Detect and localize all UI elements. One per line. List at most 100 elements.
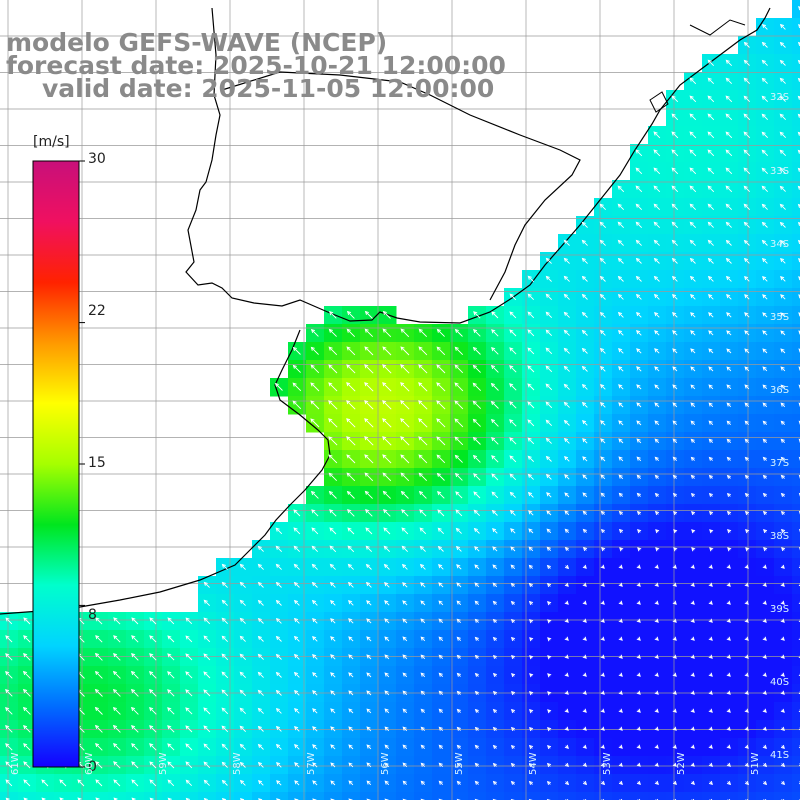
wind-arrow	[420, 600, 426, 606]
wind-cell	[666, 792, 685, 800]
wind-arrow	[582, 762, 587, 767]
wind-arrow	[490, 418, 499, 427]
wind-arrow	[743, 131, 751, 139]
wind-arrow	[366, 708, 372, 714]
wind-cell	[792, 666, 800, 685]
wind-arrow	[780, 528, 786, 534]
wind-arrow	[672, 366, 678, 372]
wind-arrow	[437, 491, 445, 499]
wind-arrow	[707, 203, 715, 211]
wind-arrow	[473, 473, 481, 481]
wind-arrow	[762, 636, 767, 641]
wind-arrow	[456, 726, 461, 731]
wind-arrow	[402, 708, 408, 714]
wind-arrow	[436, 436, 446, 446]
wind-arrow	[312, 762, 318, 768]
wind-arrow	[636, 474, 642, 480]
wind-arrow	[348, 708, 354, 714]
wind-arrow	[707, 113, 715, 121]
wind-arrow	[671, 149, 679, 157]
wind-cell	[792, 522, 800, 541]
wind-arrow	[797, 95, 800, 100]
wind-arrow	[708, 636, 713, 641]
wind-arrow	[745, 547, 750, 552]
wind-arrow	[275, 725, 282, 732]
wind-arrow	[780, 312, 786, 318]
wind-arrow	[563, 293, 570, 300]
colorbar-tick-marks	[79, 160, 85, 768]
wind-arrow	[582, 564, 587, 569]
wind-arrow	[636, 510, 642, 516]
wind-arrow	[310, 382, 320, 392]
wind-arrow	[689, 113, 697, 121]
wind-arrow	[131, 653, 139, 661]
wind-arrow	[257, 743, 264, 750]
wind-arrow	[743, 221, 750, 228]
wind-arrow	[23, 653, 31, 661]
wind-arrow	[473, 509, 481, 517]
wind-arrow	[528, 528, 534, 534]
wind-arrow	[690, 780, 695, 785]
wind-arrow	[454, 346, 464, 356]
wind-arrow	[672, 384, 678, 390]
wind-arrow	[762, 492, 768, 498]
wind-arrow	[347, 527, 355, 535]
wind-arrow	[384, 582, 390, 588]
wind-arrow	[599, 311, 606, 318]
wind-arrow	[582, 672, 587, 677]
wind-arrow	[293, 509, 301, 517]
wind-arrow	[294, 762, 300, 768]
wind-arrow	[779, 41, 786, 48]
wind-cell	[792, 0, 800, 19]
wind-cell	[774, 792, 793, 800]
wind-arrow	[149, 653, 157, 661]
wind-arrow	[761, 167, 769, 175]
wind-arrow	[762, 402, 768, 408]
wind-arrow	[600, 690, 605, 695]
wind-arrow	[455, 545, 462, 552]
wind-arrow	[185, 725, 193, 733]
wind-arrow	[436, 346, 446, 356]
wind-arrow	[618, 582, 623, 587]
wind-arrow	[781, 547, 786, 552]
wind-arrow	[23, 797, 28, 800]
wind-arrow	[384, 690, 390, 696]
wind-arrow	[366, 654, 372, 660]
wind-arrow	[420, 672, 426, 678]
wind-arrow	[744, 366, 750, 372]
wind-arrow	[546, 546, 552, 552]
wind-arrow	[744, 600, 749, 605]
wind-arrow	[673, 529, 678, 534]
title-forecast-date: forecast date: 2025-10-21 12:00:00	[6, 51, 506, 80]
wind-arrow	[618, 636, 623, 641]
wind-cell	[792, 162, 800, 181]
wind-arrow	[582, 438, 588, 444]
wind-arrow	[510, 564, 516, 570]
wind-cell	[198, 792, 217, 800]
wind-arrow	[329, 545, 337, 553]
wind-arrow	[418, 454, 428, 464]
wind-arrow	[382, 310, 391, 319]
wind-arrow	[797, 167, 800, 172]
wind-arrow	[653, 239, 660, 246]
wind-arrow	[636, 456, 642, 462]
wind-arrow	[744, 582, 749, 587]
wind-arrow	[780, 690, 785, 695]
wind-arrow	[221, 671, 229, 679]
wind-cell	[792, 504, 800, 523]
wind-arrow	[474, 654, 479, 659]
wind-arrow	[5, 653, 13, 661]
wind-arrow	[672, 672, 677, 677]
wind-arrow	[671, 221, 679, 229]
wind-arrow	[779, 113, 787, 121]
wind-cell	[396, 792, 415, 800]
wind-arrow	[618, 726, 623, 731]
wind-arrow	[328, 436, 338, 446]
wind-cell	[270, 792, 289, 800]
wind-arrow	[346, 364, 356, 374]
wind-arrow	[780, 582, 785, 587]
wind-arrow	[491, 347, 499, 355]
wind-arrow	[328, 418, 338, 428]
wind-arrow	[95, 743, 103, 751]
